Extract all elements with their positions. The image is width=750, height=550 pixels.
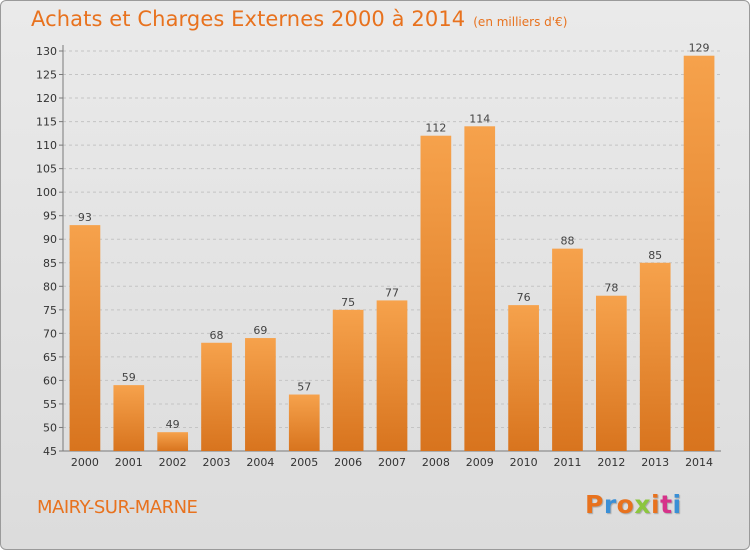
data-label: 112 [425,122,446,135]
data-label: 88 [560,235,574,248]
x-tick-label: 2011 [553,456,581,469]
x-tick-label: 2012 [597,456,625,469]
y-tick-label: 115 [36,116,57,129]
data-label: 85 [648,249,662,262]
y-tick-label: 55 [43,398,57,411]
bar-2014 [683,55,715,452]
bar-2001 [113,385,145,451]
data-label: 114 [469,112,490,125]
x-tick-label: 2004 [246,456,274,469]
x-tick-label: 2005 [290,456,318,469]
bar-2008 [420,135,452,452]
bar-2004 [245,338,276,451]
data-label: 68 [210,329,224,342]
bar-2003 [201,342,232,451]
brand-logo: Proxiti [585,490,682,519]
data-label: 76 [517,291,531,304]
data-label: 59 [122,371,136,384]
brand-letter: o [616,490,635,519]
data-label: 57 [297,381,311,394]
brand-letter: x [634,490,651,519]
data-label: 77 [385,286,399,299]
brand-letter: i [672,490,682,519]
x-tick-label: 2001 [115,456,143,469]
x-tick-label: 2002 [159,456,187,469]
data-label: 129 [689,42,710,55]
brand-letter: r [603,490,617,519]
y-tick-label: 105 [36,163,57,176]
data-label: 78 [604,282,618,295]
y-tick-label: 125 [36,69,57,82]
x-tick-label: 2008 [422,456,450,469]
x-tick-label: 2006 [334,456,362,469]
x-tick-label: 2003 [203,456,231,469]
y-tick-label: 65 [43,351,57,364]
brand-letter: t [660,490,673,519]
brand-letter: i [651,490,661,519]
x-tick-label: 2010 [510,456,538,469]
bar-2005 [288,394,320,451]
bar-2007 [376,300,408,451]
x-tick-label: 2013 [641,456,669,469]
bar-2013 [639,262,671,451]
y-tick-label: 70 [43,327,57,340]
data-label: 69 [253,324,267,337]
bar-2009 [464,126,496,451]
bar-2000 [69,225,101,451]
y-tick-label: 75 [43,304,57,317]
x-tick-label: 2007 [378,456,406,469]
data-label: 93 [78,211,92,224]
location-name: MAIRY-SUR-MARNE [37,497,198,518]
y-tick-label: 45 [43,445,57,458]
chart-unit: (en milliers d'€) [473,15,568,29]
bar-2012 [595,295,627,451]
y-tick-label: 90 [43,233,57,246]
bar-2011 [552,248,583,451]
y-tick-label: 110 [36,139,57,152]
x-tick-label: 2009 [466,456,494,469]
label-layer: 93 59 49 68 69 57 75 77 112 114 76 88 78 85 129 [78,42,710,431]
bar-2010 [508,305,539,451]
title-block: Achats et Charges Externes 2000 à 2014 (e… [31,7,567,31]
data-label: 75 [341,296,355,309]
y-tick-label: 60 [43,374,57,387]
x-tick-label: 2000 [71,456,99,469]
y-tick-label: 85 [43,257,57,270]
y-tick-label: 50 [43,421,57,434]
y-tick-label: 100 [36,186,57,199]
y-tick-label: 95 [43,210,57,223]
bar-2006 [332,309,364,451]
x-tick-label: 2014 [685,456,713,469]
data-label: 49 [166,418,180,431]
y-tick-label: 120 [36,92,57,105]
brand-letter: P [585,490,604,519]
bar-layer [69,55,715,452]
chart-title: Achats et Charges Externes 2000 à 2014 [31,7,466,31]
y-tick-label: 80 [43,280,57,293]
bar-2002 [157,432,189,451]
y-tick-label: 130 [36,45,57,58]
axis-layer: 45 50 55 60 65 70 75 80 85 90 95 100 105 110 115 120 125… [36,45,721,469]
